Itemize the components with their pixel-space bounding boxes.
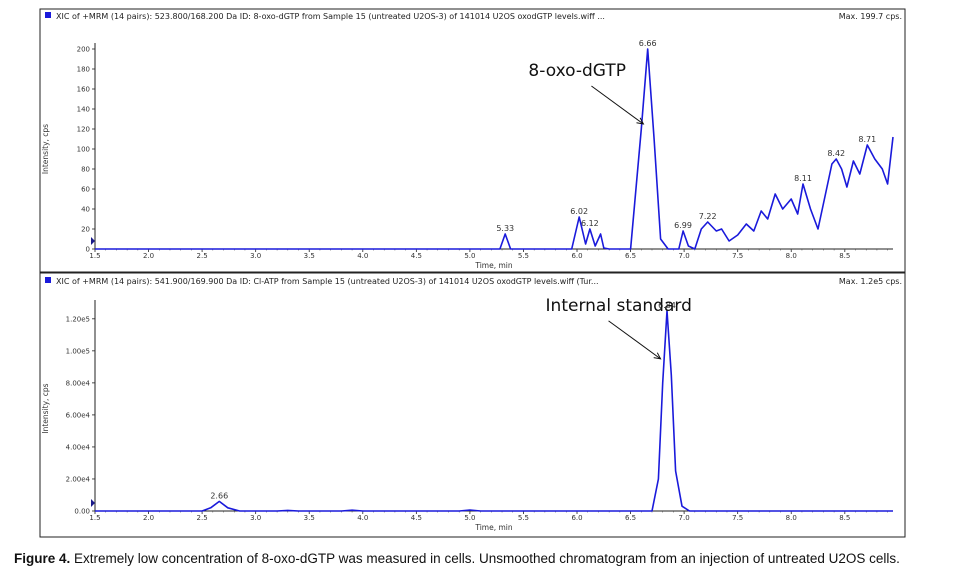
y-tick-label: 60 — [81, 186, 90, 194]
arrow-head-icon — [653, 352, 662, 360]
y-tick-label: 6.00e4 — [66, 411, 91, 419]
x-tick-label: 3.0 — [250, 514, 261, 522]
panel-header: XIC of +MRM (14 pairs): 523.800/168.200 … — [56, 12, 605, 21]
x-axis-label: Time, min — [474, 261, 513, 270]
x-tick-label: 3.5 — [304, 514, 315, 522]
panel-header: XIC of +MRM (14 pairs): 541.900/169.900 … — [56, 277, 599, 286]
x-tick-label: 2.5 — [197, 252, 208, 260]
caption-label: Figure 4. — [14, 551, 71, 566]
y-tick-label: 180 — [77, 66, 90, 74]
y-tick-label: 140 — [77, 106, 90, 114]
caption-text: Extremely low concentration of 8-oxo-dGT… — [74, 551, 900, 566]
annotation-label: Internal standard — [546, 296, 692, 316]
x-tick-label: 8.0 — [786, 514, 797, 522]
series-line — [95, 309, 893, 512]
y-tick-label: 20 — [81, 226, 90, 234]
max-intensity-label: Max. 199.7 cps. — [839, 12, 902, 21]
peak-label: 7.22 — [699, 212, 717, 221]
series-marker-icon — [45, 277, 51, 283]
peak-label: 8.42 — [827, 149, 845, 158]
x-tick-label: 7.0 — [679, 514, 690, 522]
y-tick-label: 2.00e4 — [66, 475, 91, 483]
peak-label: 2.66 — [210, 491, 228, 500]
y-tick-label: 4.00e4 — [66, 443, 91, 451]
peak-label: 6.99 — [674, 221, 692, 230]
x-tick-label: 5.5 — [518, 252, 529, 260]
annotation-label: 8-oxo-dGTP — [528, 61, 626, 81]
x-tick-label: 7.5 — [732, 514, 743, 522]
series-marker-icon — [45, 12, 51, 18]
y-tick-label: 8.00e4 — [66, 379, 91, 387]
y-tick-label: 1.20e5 — [66, 315, 90, 323]
peak-label: 5.33 — [496, 224, 514, 233]
x-tick-label: 7.5 — [732, 252, 743, 260]
peak-label: 8.11 — [794, 174, 812, 183]
peak-label: 6.12 — [581, 219, 599, 228]
x-tick-label: 5.5 — [518, 514, 529, 522]
y-tick-label: 0.00 — [74, 508, 90, 516]
y-axis-label: Intensity, cps — [41, 383, 50, 433]
peak-label: 6.84 — [658, 301, 676, 310]
y-tick-label: 100 — [77, 146, 90, 154]
x-tick-label: 5.0 — [464, 252, 475, 260]
chart-panel-8-oxo-dgtp: XIC of +MRM (14 pairs): 523.800/168.200 … — [39, 8, 906, 273]
x-tick-label: 6.5 — [625, 252, 636, 260]
x-tick-label: 7.0 — [679, 252, 690, 260]
y-tick-label: 80 — [81, 166, 90, 174]
baseline-marker-icon — [91, 237, 95, 245]
chart-panel-internal-standard: XIC of +MRM (14 pairs): 541.900/169.900 … — [39, 272, 906, 538]
x-tick-label: 8.5 — [839, 514, 850, 522]
y-tick-label: 200 — [77, 46, 90, 54]
x-tick-label: 8.0 — [786, 252, 797, 260]
series-line — [95, 48, 894, 250]
plot-marks: 1.5 2.0 2.5 3.0 3.5 4.0 4.5 5.0 5.5 6.0 6.5 7.0 7.5 8… — [41, 39, 894, 270]
y-tick-label: 1.00e5 — [66, 347, 90, 355]
y-tick-label: 160 — [77, 86, 90, 94]
x-tick-label: 4.0 — [357, 252, 368, 260]
x-tick-label: 4.5 — [411, 252, 422, 260]
x-tick-label: 3.5 — [304, 252, 315, 260]
peak-label: 6.66 — [639, 39, 657, 48]
max-intensity-label: Max. 1.2e5 cps. — [839, 277, 902, 286]
figure-caption: Figure 4. Extremely low concentration of… — [14, 551, 949, 566]
y-tick-label: 0 — [86, 246, 90, 254]
x-tick-label: 3.0 — [250, 252, 261, 260]
peak-label: 6.02 — [570, 207, 588, 216]
x-tick-label: 4.5 — [411, 514, 422, 522]
panel-frame — [39, 8, 906, 273]
x-tick-label: 1.5 — [89, 514, 100, 522]
y-axis-label: Intensity, cps — [41, 124, 50, 174]
x-tick-label: 5.0 — [464, 514, 475, 522]
panel-frame — [39, 272, 906, 538]
plot-marks: 1.5 2.0 2.5 3.0 3.5 4.0 4.5 5.0 5.5 6.0 6.5 7.0 7.5 8… — [41, 296, 893, 532]
x-tick-label: 8.5 — [839, 252, 850, 260]
x-tick-label: 1.5 — [89, 252, 100, 260]
annotation-arrow-line — [608, 320, 661, 360]
x-tick-label: 6.0 — [571, 514, 582, 522]
baseline-marker-icon — [91, 499, 95, 507]
annotation-arrow-line — [591, 85, 644, 125]
x-axis-label: Time, min — [474, 523, 513, 532]
x-tick-label: 2.5 — [197, 514, 208, 522]
y-tick-label: 120 — [77, 126, 90, 134]
y-tick-label: 40 — [81, 206, 90, 214]
peak-label: 8.71 — [858, 135, 876, 144]
x-tick-label: 6.5 — [625, 514, 636, 522]
arrow-head-icon — [636, 117, 645, 125]
x-tick-label: 2.0 — [143, 252, 154, 260]
x-tick-label: 4.0 — [357, 514, 368, 522]
x-tick-label: 2.0 — [143, 514, 154, 522]
x-tick-label: 6.0 — [571, 252, 582, 260]
